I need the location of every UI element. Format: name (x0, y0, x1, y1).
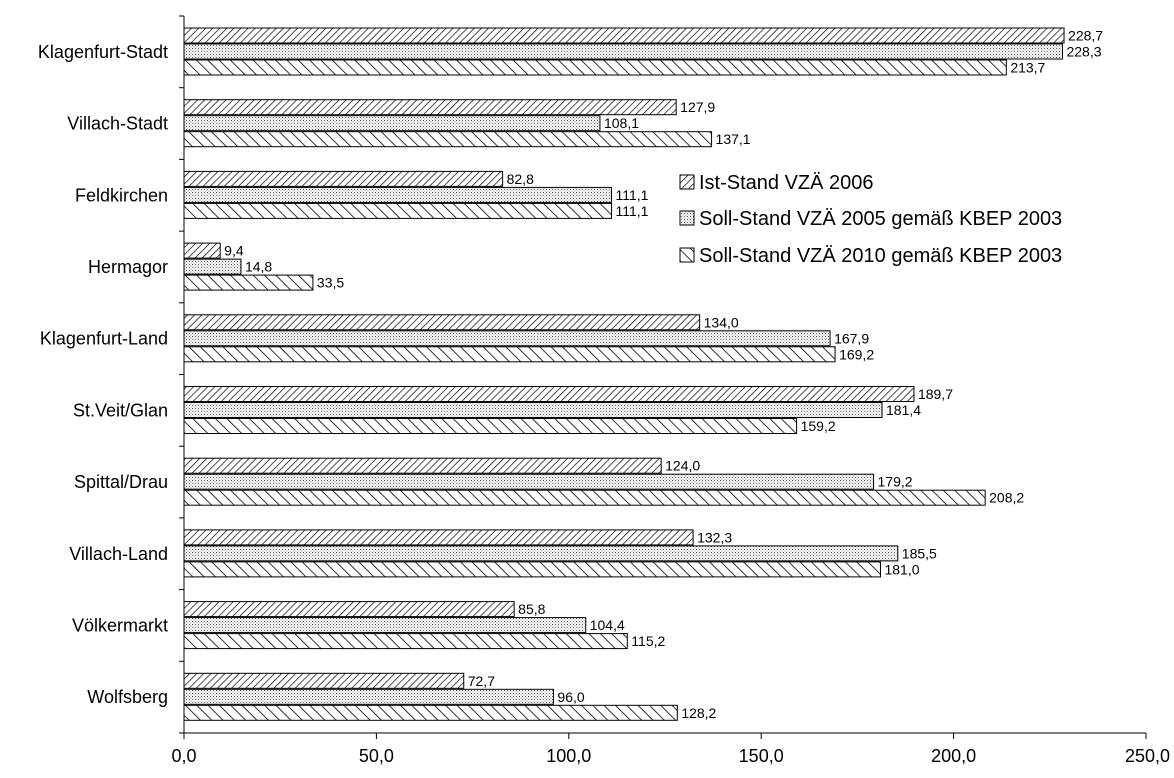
category-label: Wolfsberg (87, 687, 168, 707)
data-label: 228,3 (1066, 44, 1101, 60)
data-label: 181,4 (886, 402, 921, 418)
legend-label: Ist-Stand VZÄ 2006 (699, 172, 874, 194)
data-label: 9,4 (224, 243, 244, 259)
x-tick-label: 50,0 (359, 746, 394, 766)
bar (183, 688, 554, 705)
x-tick-label: 100,0 (546, 746, 591, 766)
data-label: 208,2 (989, 490, 1024, 506)
x-tick-label: 250,0 (1125, 746, 1170, 766)
legend: Ist-Stand VZÄ 2006 Soll-Stand VZÄ 2005 ge… (679, 172, 1062, 267)
category-label: Feldkirchen (75, 185, 168, 205)
data-label: 96,0 (557, 689, 584, 705)
bar (183, 59, 1007, 76)
bar (183, 672, 465, 689)
bar (183, 489, 986, 506)
axes: Klagenfurt-Stadt Villach-Stadt Feldkirchen… (38, 15, 1170, 766)
category-label: Hermagor (88, 257, 168, 277)
bar (183, 601, 515, 618)
data-label: 159,2 (801, 418, 836, 434)
category-label: Klagenfurt-Land (40, 329, 168, 349)
category-label: Villach-Land (69, 544, 168, 564)
bar (183, 43, 1063, 60)
bar (183, 242, 221, 259)
bar (183, 258, 242, 275)
category-label: Klagenfurt-Stadt (38, 42, 168, 62)
legend-label: Soll-Stand VZÄ 2010 gemäß KBEP 2003 (699, 245, 1062, 267)
data-label: 111,1 (616, 203, 649, 219)
data-label: 189,7 (918, 386, 953, 402)
bar (183, 418, 798, 434)
data-label: 134,0 (704, 314, 739, 330)
bar (183, 115, 601, 132)
data-label: 115,2 (631, 633, 665, 649)
data-label: 128,2 (681, 705, 716, 721)
bar (183, 402, 883, 418)
data-label: 167,9 (834, 330, 869, 346)
bar (183, 202, 613, 219)
bar (183, 529, 694, 546)
data-label: 127,9 (680, 99, 715, 115)
data-label: 124,0 (665, 458, 700, 474)
x-tick-label: 0,0 (171, 746, 196, 766)
category-label: Völkermarkt (72, 615, 168, 635)
data-label: 104,4 (590, 617, 625, 633)
legend-label: Soll-Stand VZÄ 2005 gemäß KBEP 2003 (699, 208, 1062, 230)
bar (183, 457, 662, 474)
category-label: Villach-Stadt (67, 114, 168, 134)
data-label: 14,8 (245, 259, 272, 275)
data-label: 132,3 (697, 529, 732, 545)
bar (183, 386, 915, 402)
x-tick-label: 150,0 (739, 746, 784, 766)
bar (183, 186, 613, 203)
data-label: 181,0 (884, 561, 919, 577)
bar (183, 545, 899, 562)
bar (183, 473, 875, 490)
data-label: 108,1 (604, 115, 639, 131)
x-tick-label: 200,0 (931, 746, 976, 766)
plot-area: 228,7228,3213,7127,9108,1137,182,8111,11… (183, 27, 1103, 721)
data-label: 169,2 (839, 346, 874, 362)
data-label: 179,2 (878, 474, 913, 490)
legend-swatch (679, 174, 695, 190)
bar (183, 330, 831, 347)
bar (183, 617, 587, 634)
data-label: 72,7 (468, 673, 495, 689)
data-label: 213,7 (1010, 60, 1045, 76)
data-label: 85,8 (518, 601, 545, 617)
legend-swatch (679, 210, 695, 226)
data-label: 111,1 (616, 187, 649, 203)
bar (183, 633, 628, 650)
category-label: Spittal/Drau (74, 472, 168, 492)
data-label: 33,5 (317, 275, 344, 291)
bar (183, 274, 314, 291)
bar (183, 170, 504, 187)
category-label: St.Veit/Glan (73, 400, 168, 420)
data-label: 185,5 (902, 545, 937, 561)
data-label: 228,7 (1068, 28, 1103, 44)
bar (183, 704, 678, 721)
bar (183, 99, 677, 116)
bar (183, 561, 881, 578)
bar (183, 314, 701, 331)
data-label: 82,8 (507, 171, 534, 187)
bar (183, 346, 836, 363)
data-label: 137,1 (716, 131, 751, 147)
legend-swatch (679, 247, 695, 263)
bar (183, 131, 713, 148)
bar (183, 27, 1065, 44)
